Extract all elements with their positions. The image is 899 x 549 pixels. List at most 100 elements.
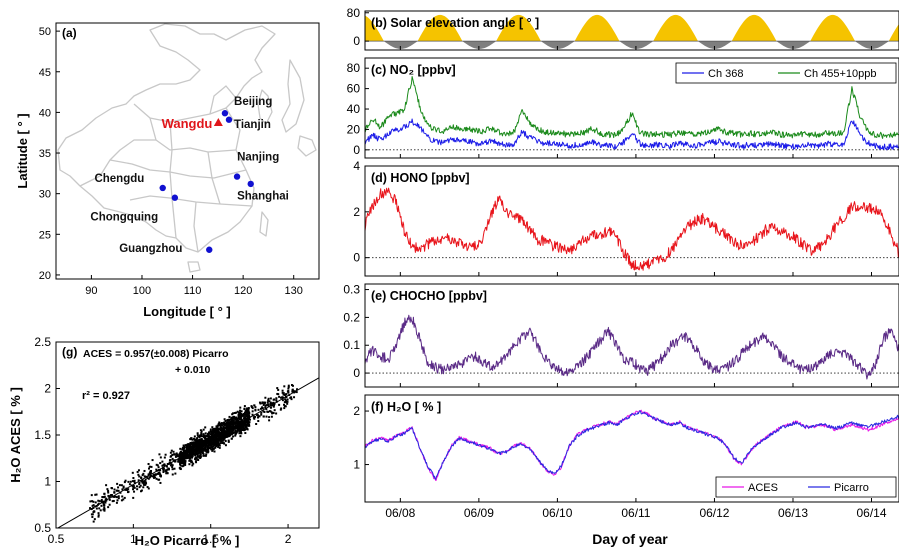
- scatter-point: [190, 453, 193, 456]
- scatter-point: [219, 434, 222, 437]
- scatter-point: [286, 400, 289, 403]
- scatter-point: [190, 455, 193, 458]
- scatter-point: [113, 488, 116, 491]
- scatter-point: [178, 455, 181, 458]
- scatter-point: [221, 441, 224, 444]
- scatter-point: [179, 447, 182, 450]
- scatter-point: [237, 421, 240, 424]
- scatter-point: [235, 431, 238, 434]
- scatter-point: [198, 439, 201, 442]
- scatter-point: [213, 435, 216, 438]
- scatter-point: [149, 471, 152, 474]
- map-y-tick-label: 40: [39, 107, 51, 119]
- scatter-point: [212, 439, 215, 442]
- scatter-point: [244, 422, 247, 425]
- scatter-point: [193, 435, 196, 438]
- scatter-point: [137, 469, 140, 472]
- scatter-point: [115, 501, 118, 504]
- scatter-point: [285, 401, 288, 404]
- scatter-point: [203, 439, 206, 442]
- scatter-point: [227, 430, 230, 433]
- solar-night-area: [855, 41, 889, 49]
- scatter-point: [235, 422, 238, 425]
- scatter-point: [191, 446, 194, 449]
- scatter-point: [188, 459, 191, 462]
- scatter-point: [216, 432, 219, 435]
- scatter-point: [233, 411, 236, 414]
- scatter-point: [132, 484, 135, 487]
- scatter-fit-equation: ACES = 0.957(±0.008) Picarro: [83, 348, 229, 360]
- scatter-point: [284, 398, 287, 401]
- scatter-point: [237, 415, 240, 418]
- panel-title: (c) NO₂ [ppbv]: [371, 63, 456, 77]
- scatter-point: [204, 454, 207, 457]
- scatter-point: [198, 456, 201, 459]
- scatter-y-tick-label: 1.5: [34, 428, 51, 442]
- scatter-point: [212, 428, 215, 431]
- legend-label: Picarro: [834, 482, 869, 494]
- scatter-point: [283, 407, 286, 410]
- scatter-point: [221, 428, 224, 431]
- scatter-point: [287, 384, 290, 387]
- scatter-point: [115, 489, 118, 492]
- panel-title: (b) Solar elevation angle [ ° ]: [371, 16, 539, 30]
- scatter-point: [223, 429, 226, 432]
- scatter-point: [144, 481, 147, 484]
- scatter-point: [142, 472, 145, 475]
- scatter-point: [265, 415, 268, 418]
- scatter-point: [117, 489, 120, 492]
- scatter-point: [230, 425, 233, 428]
- scatter-point: [251, 410, 254, 413]
- scatter-point: [148, 473, 151, 476]
- scatter-point: [170, 463, 173, 466]
- scatter-point: [276, 387, 279, 390]
- scatter-point: [136, 488, 139, 491]
- scatter-point: [165, 470, 168, 473]
- scatter-point: [287, 386, 290, 389]
- scatter-point: [179, 451, 182, 454]
- scatter-point: [286, 398, 289, 401]
- scatter-point: [169, 451, 172, 454]
- scatter-point: [115, 496, 118, 499]
- scatter-x-tick-label: 2: [285, 532, 292, 546]
- scatter-point: [232, 412, 235, 415]
- scatter-point: [190, 461, 193, 464]
- scatter-point: [153, 474, 156, 477]
- scatter-point: [97, 502, 100, 505]
- scatter-point: [216, 424, 219, 427]
- scatter-point: [97, 515, 100, 518]
- scatter-point: [196, 453, 199, 456]
- scatter-point: [290, 398, 293, 401]
- scatter-point: [256, 413, 259, 416]
- scatter-point: [248, 412, 251, 415]
- scatter-point: [232, 429, 235, 432]
- scatter-point: [204, 446, 207, 449]
- legend-label: Ch 368: [708, 68, 743, 80]
- scatter-point: [177, 458, 180, 461]
- scatter-point: [89, 507, 92, 510]
- scatter-point: [255, 422, 258, 425]
- scatter-point: [194, 454, 197, 457]
- map-x-tick-label: 90: [85, 285, 97, 297]
- scatter-y-tick-label: 2.5: [34, 335, 51, 349]
- scatter-fit-intercept: + 0.010: [175, 364, 210, 376]
- scatter-point: [196, 455, 199, 458]
- scatter-point: [244, 409, 247, 412]
- scatter-point: [278, 395, 281, 398]
- scatter-point: [225, 421, 228, 424]
- scatter-point: [209, 446, 212, 449]
- scatter-point: [217, 439, 220, 442]
- scatter-point: [106, 488, 109, 491]
- series-line-picarro: [365, 410, 899, 480]
- scatter-x-axis-label: H₂O Picarro [ % ]: [135, 533, 240, 548]
- scatter-point: [285, 396, 288, 399]
- scatter-point: [127, 480, 130, 483]
- scatter-point: [194, 450, 197, 453]
- site-marker-wangdu: [213, 117, 223, 126]
- scatter-point: [169, 455, 172, 458]
- scatter-point: [244, 413, 247, 416]
- scatter-point: [200, 440, 203, 443]
- scatter-point: [156, 464, 159, 467]
- scatter-point: [261, 407, 264, 410]
- scatter-point: [272, 398, 275, 401]
